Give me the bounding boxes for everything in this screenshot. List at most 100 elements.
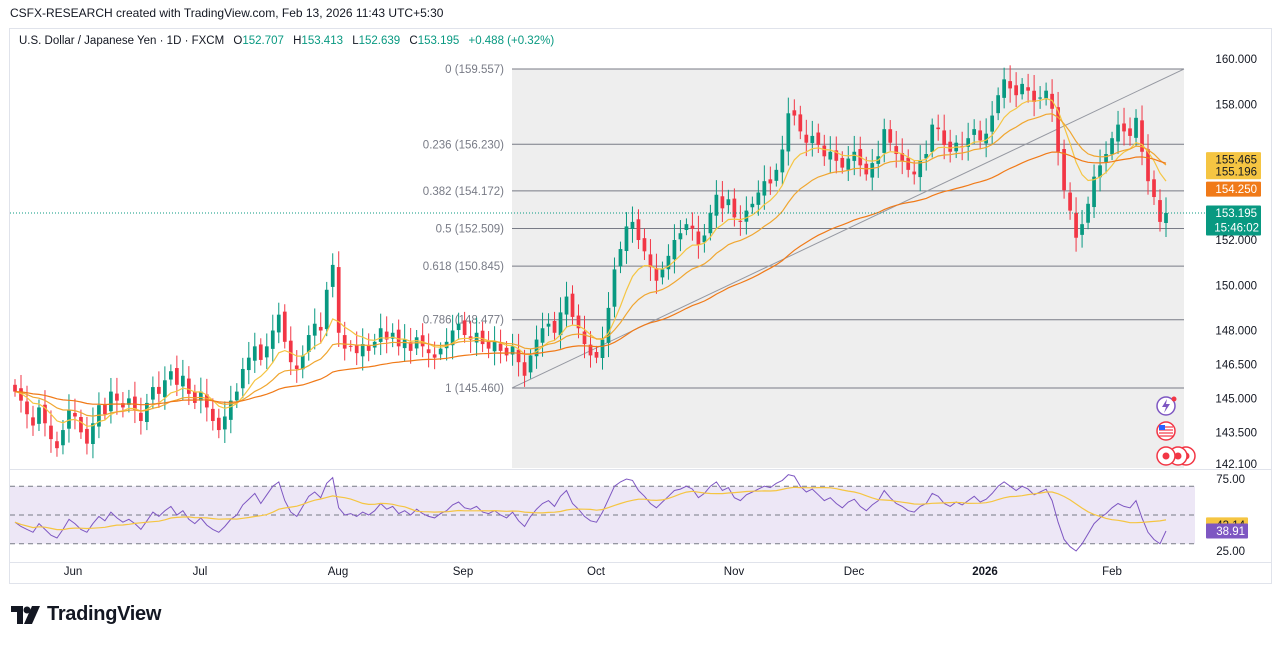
candle-body <box>169 371 173 380</box>
candle-body <box>522 362 527 376</box>
candle-body <box>180 375 185 387</box>
candle-body <box>336 267 341 333</box>
candle-body <box>432 354 437 358</box>
candle-body <box>31 417 35 426</box>
candle-body <box>55 441 59 449</box>
moving-average-slow <box>14 151 1167 406</box>
candle-body <box>612 269 617 307</box>
candle-body <box>966 138 971 147</box>
high-value: 153.413 <box>301 35 343 47</box>
candle-body <box>654 268 659 281</box>
high-label: H <box>293 35 302 47</box>
rsi-badge-label: 38.91 <box>1216 526 1245 538</box>
candle-body <box>186 378 191 394</box>
candle-body <box>486 341 491 349</box>
candle-body <box>1020 83 1024 95</box>
candle-body <box>1140 120 1144 152</box>
candle-body <box>996 95 1001 114</box>
time-axis-tick: 2026 <box>972 566 998 578</box>
candle-body <box>270 330 275 349</box>
candle-body <box>1032 90 1036 102</box>
candle-body <box>1062 149 1066 191</box>
candle-body <box>264 346 269 358</box>
price-axis-tick: 148.000 <box>1215 326 1257 338</box>
candle-body <box>163 380 167 398</box>
candle-body <box>972 129 977 135</box>
fib-level-label: 0.382 (154.172) <box>423 186 504 198</box>
open-value: 152.707 <box>242 35 284 47</box>
price-axis-tick: 152.000 <box>1215 235 1257 247</box>
candle-body <box>600 339 605 358</box>
tradingview-logo[interactable]: TradingView <box>11 603 161 626</box>
candle-body <box>246 357 251 371</box>
candle-body <box>276 314 281 333</box>
candle-body <box>498 343 503 351</box>
fib-retracement-zone <box>512 69 1184 468</box>
candle-body <box>660 269 665 278</box>
candle-body <box>1038 97 1042 99</box>
price-badge <box>1206 181 1261 197</box>
price-axis-tick: 142.100 <box>1215 459 1257 471</box>
candle-body <box>366 344 371 351</box>
candle-body <box>318 326 323 331</box>
brand-name: TradingView <box>47 603 162 625</box>
candle-body <box>384 331 389 340</box>
rsi-axis-tick: 25.00 <box>1216 546 1245 558</box>
candle-body <box>396 329 401 347</box>
low-label: L <box>352 35 359 47</box>
candle-body <box>570 293 575 317</box>
candle-body <box>408 342 413 351</box>
lightning-bolt <box>1162 399 1170 413</box>
price-axis-tick: 150.000 <box>1215 280 1257 292</box>
candle-body <box>1014 85 1018 96</box>
candle-body <box>61 430 65 446</box>
economic-event-dot <box>1162 452 1170 460</box>
candle-body <box>79 416 83 433</box>
candle-body <box>300 355 305 370</box>
symbol-title: U.S. Dollar / Japanese Yen · 1D · FXCM <box>19 35 225 47</box>
candle-body <box>552 320 557 333</box>
flag-canton <box>1159 425 1165 430</box>
candle-body <box>402 339 407 349</box>
candle-body <box>702 235 707 243</box>
candle-body <box>696 231 701 245</box>
bar-countdown-label: 15:46:02 <box>1214 222 1259 234</box>
candle-body <box>139 412 143 422</box>
time-axis-tick: Oct <box>587 566 606 578</box>
close-value: 153.195 <box>417 35 460 47</box>
candle-body <box>354 344 359 354</box>
time-axis-tick: Aug <box>328 566 348 578</box>
rsi-moving-average <box>14 486 1167 531</box>
candle-body <box>768 179 773 184</box>
candle-body <box>175 368 179 385</box>
price-axis-tick: 158.000 <box>1215 99 1257 111</box>
price-badge-label: 153.195 <box>1215 208 1257 220</box>
candle-body <box>210 408 215 422</box>
tradingview-logo-icon <box>11 605 40 624</box>
candle-body <box>894 146 899 155</box>
time-axis-tick: Jul <box>193 566 208 578</box>
time-axis-tick: Dec <box>844 566 865 578</box>
price-axis-tick: 143.500 <box>1215 427 1257 439</box>
candle-body <box>1098 165 1102 178</box>
candle-body <box>528 355 533 373</box>
candle-body <box>720 196 725 209</box>
candle-body <box>840 157 845 168</box>
rsi-line <box>14 474 1167 552</box>
candle-body <box>438 348 443 355</box>
candle-body <box>648 254 653 268</box>
chart-caption: CSFX-RESEARCH created with TradingView.c… <box>10 6 444 20</box>
candle-body <box>510 346 515 355</box>
candle-body <box>240 368 245 389</box>
candle-body <box>1068 192 1072 211</box>
candle-body <box>564 296 569 315</box>
price-axis-tick: 146.500 <box>1215 359 1257 371</box>
candle-body <box>912 171 917 175</box>
moving-average-mid <box>14 113 1167 417</box>
candle-body <box>133 396 137 410</box>
rsi-axis-tick: 75.00 <box>1216 474 1245 486</box>
candle-body <box>348 345 353 347</box>
candle-body <box>1164 212 1168 223</box>
candle-body <box>882 129 887 153</box>
